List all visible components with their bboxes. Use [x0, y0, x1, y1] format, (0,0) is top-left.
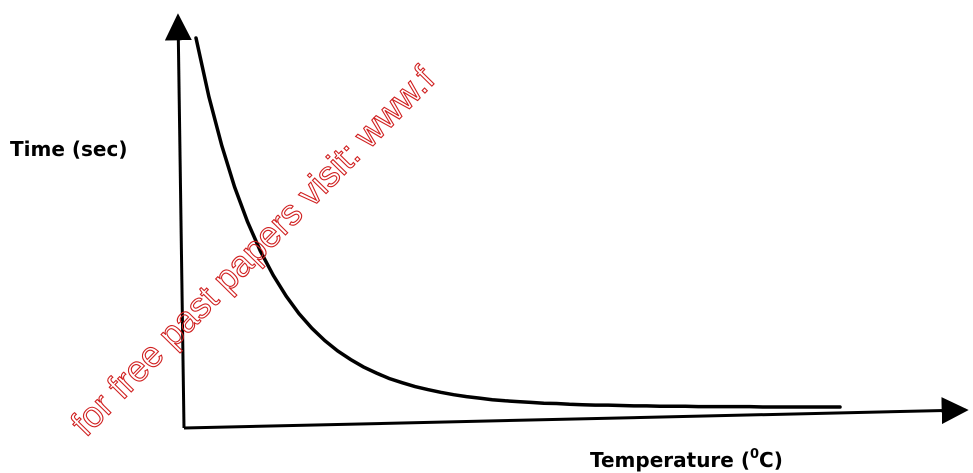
x-axis-label-unit: C) — [759, 448, 783, 472]
watermark-text: for free past papers visit: www.f — [62, 57, 443, 443]
x-axis — [183, 397, 969, 430]
x-axis-label: Temperature (0C) — [590, 447, 783, 472]
x-axis-label-text: Temperature ( — [590, 448, 750, 472]
y-axis — [164, 13, 192, 429]
y-axis-label: Time (sec) — [10, 137, 127, 161]
x-axis-label-degree: 0 — [750, 447, 759, 462]
series-line — [194, 36, 842, 409]
